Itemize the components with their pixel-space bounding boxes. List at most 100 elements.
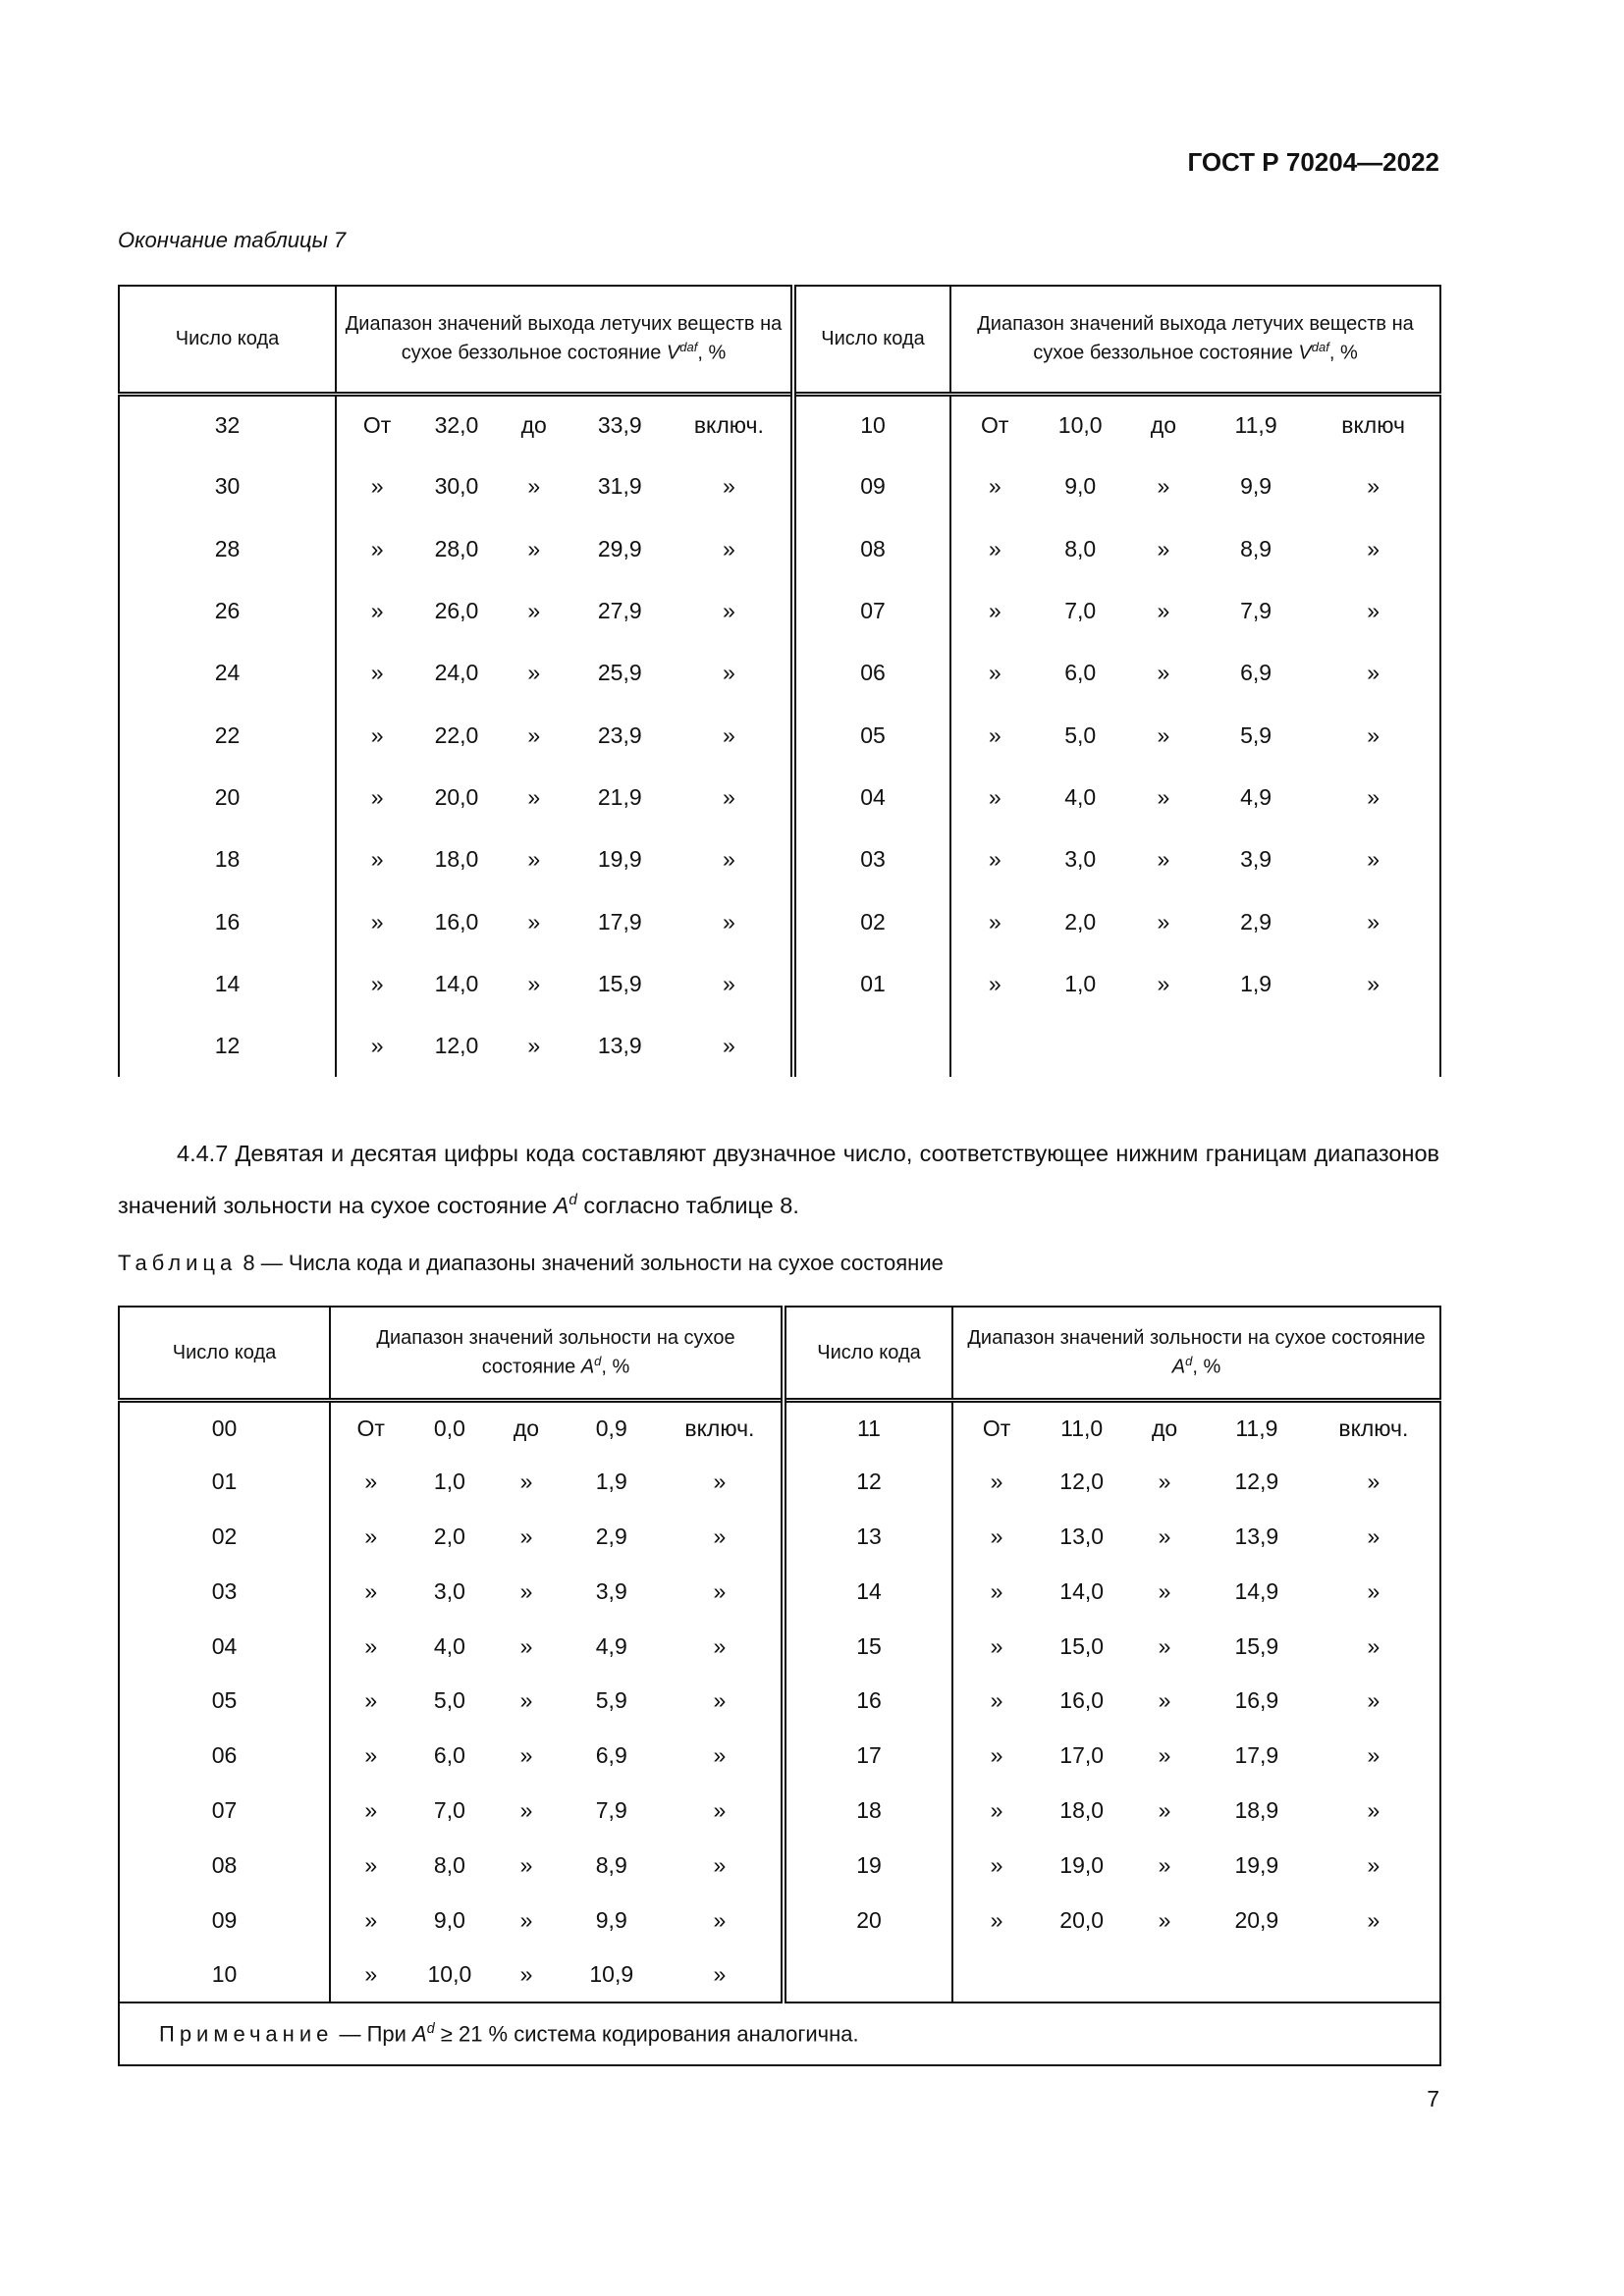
range-to: 17,9 (597, 908, 642, 934)
code-cell: 12 (781, 1454, 953, 1510)
range-suffix: » (1367, 1522, 1380, 1549)
range-cell: » 2,0 » 2,9 » (329, 1509, 785, 1565)
table-row: 09 » 9,0 » 9,9 » 20 » 20,0 » 20,9 » (118, 1893, 1441, 1948)
code-cell: 26 (118, 579, 337, 643)
range-prefix: » (364, 1796, 378, 1823)
code-cell: 00 (118, 1400, 331, 1455)
range-from: 20,0 (434, 783, 479, 810)
range-separator: » (1157, 908, 1170, 934)
range-cell: » 14,0 » 14,9 » (951, 1564, 1441, 1620)
range-from: 20,0 (1059, 1906, 1105, 1933)
range-suffix: » (722, 1033, 735, 1059)
document-id: ГОСТ Р 70204—2022 (1187, 147, 1439, 177)
range-separator: до (1150, 412, 1177, 439)
table-8: Число кода Диапазон значений зольности н… (118, 1306, 1441, 2066)
table-row: 02 » 2,0 » 2,9 » 13 » 13,0 » 13,9 » (118, 1509, 1441, 1565)
range-separator: » (519, 1632, 533, 1659)
range-cell: » 1,0 » 1,9 » (329, 1454, 785, 1510)
range-suffix: включ (1341, 412, 1405, 439)
range-suffix: » (1367, 1687, 1380, 1714)
range-prefix: » (364, 1522, 378, 1549)
table-row: 26 » 26,0 » 27,9 » 07 » 7,0 » 7,9 » (118, 579, 1441, 643)
range-separator: » (519, 1577, 533, 1604)
table-row: 06 » 6,0 » 6,9 » 17 » 17,0 » 17,9 » (118, 1728, 1441, 1784)
range-suffix: » (722, 970, 735, 996)
range-from: 9,0 (1064, 473, 1097, 500)
range-suffix: » (1367, 535, 1380, 561)
range-from: 24,0 (434, 660, 479, 686)
range-from: 1,0 (1064, 970, 1097, 996)
range-prefix: » (370, 908, 384, 934)
header-range: Диапазон значений зольности на сухое сос… (951, 1306, 1441, 1403)
range-to: 9,9 (595, 1906, 627, 1933)
range-cell: От 10,0 до 11,9 включ (949, 394, 1441, 456)
range-prefix: » (988, 535, 1001, 561)
range-separator: » (1157, 783, 1170, 810)
range-separator: » (1158, 1522, 1171, 1549)
code-cell: 04 (790, 766, 951, 829)
range-to: 23,9 (597, 721, 642, 748)
code-cell: 08 (118, 1838, 331, 1894)
range-cell: » 26,0 » 27,9 » (335, 579, 794, 643)
range-to: 17,9 (1234, 1742, 1279, 1769)
range-cell: » 19,0 » 19,9 » (951, 1838, 1441, 1894)
code-cell: 12 (118, 1014, 337, 1078)
range-suffix: » (722, 908, 735, 934)
range-cell: От 32,0 до 33,9 включ. (335, 394, 794, 456)
range-separator: » (527, 598, 541, 624)
code-cell: 32 (118, 394, 337, 456)
range-separator: » (519, 1687, 533, 1714)
range-suffix: » (1367, 660, 1380, 686)
range-prefix: » (364, 1632, 378, 1659)
range-prefix: От (356, 1415, 385, 1441)
range-suffix: » (722, 598, 735, 624)
range-suffix: » (713, 1960, 727, 1987)
range-to: 12,9 (1234, 1468, 1279, 1495)
range-prefix: » (364, 1851, 378, 1878)
range-cell: » 3,0 » 3,9 » (949, 828, 1441, 891)
range-cell: » 15,0 » 15,9 » (951, 1619, 1441, 1674)
range-prefix: » (990, 1687, 1003, 1714)
range-suffix: » (722, 846, 735, 873)
range-suffix: » (722, 473, 735, 500)
range-from: 6,0 (1064, 660, 1097, 686)
range-to: 10,9 (589, 1960, 634, 1987)
range-suffix: » (713, 1687, 727, 1714)
range-from: 2,0 (433, 1522, 465, 1549)
range-separator: » (1158, 1687, 1171, 1714)
range-suffix: » (1367, 1577, 1380, 1604)
range-from: 26,0 (434, 598, 479, 624)
table-row: 22 » 22,0 » 23,9 » 05 » 5,0 » 5,9 » (118, 704, 1441, 767)
range-to: 0,9 (595, 1415, 627, 1441)
code-cell: 01 (118, 1454, 331, 1510)
range-to: 3,9 (595, 1577, 627, 1604)
range-separator: » (527, 721, 541, 748)
code-cell: 09 (790, 455, 951, 518)
table-note: Примечание — При Ad ≥ 21 % система кодир… (118, 2001, 1441, 2066)
range-separator: до (1151, 1415, 1178, 1441)
range-prefix: » (990, 1468, 1003, 1495)
table-row: 20 » 20,0 » 21,9 » 04 » 4,0 » 4,9 » (118, 766, 1441, 829)
table-row: 03 » 3,0 » 3,9 » 14 » 14,0 » 14,9 » (118, 1564, 1441, 1620)
range-from: 1,0 (433, 1468, 465, 1495)
range-from: 14,0 (434, 970, 479, 996)
header-code: Число кода (790, 285, 951, 397)
range-prefix: » (988, 846, 1001, 873)
range-to: 6,9 (595, 1742, 627, 1769)
range-from: 17,0 (1059, 1742, 1105, 1769)
table-row: 18 » 18,0 » 19,9 » 03 » 3,0 » 3,9 » (118, 828, 1441, 891)
table-row: 00 От 0,0 до 0,9 включ. 11 От 11,0 до 11,9 включ. (118, 1400, 1441, 1455)
range-cell: » 2,0 » 2,9 » (949, 890, 1441, 953)
header-range: Диапазон значений выхода летучих веществ… (949, 285, 1441, 397)
range-suffix: включ. (1338, 1415, 1409, 1441)
range-prefix: » (988, 721, 1001, 748)
range-to: 25,9 (597, 660, 642, 686)
table-row: 07 » 7,0 » 7,9 » 18 » 18,0 » 18,9 » (118, 1783, 1441, 1839)
range-prefix: » (364, 1687, 378, 1714)
range-separator: до (513, 1415, 540, 1441)
code-cell: 02 (790, 890, 951, 953)
range-from: 28,0 (434, 535, 479, 561)
range-cell: » 30,0 » 31,9 » (335, 455, 794, 518)
range-cell: » 4,0 » 4,9 » (329, 1619, 785, 1674)
range-prefix: » (988, 473, 1001, 500)
